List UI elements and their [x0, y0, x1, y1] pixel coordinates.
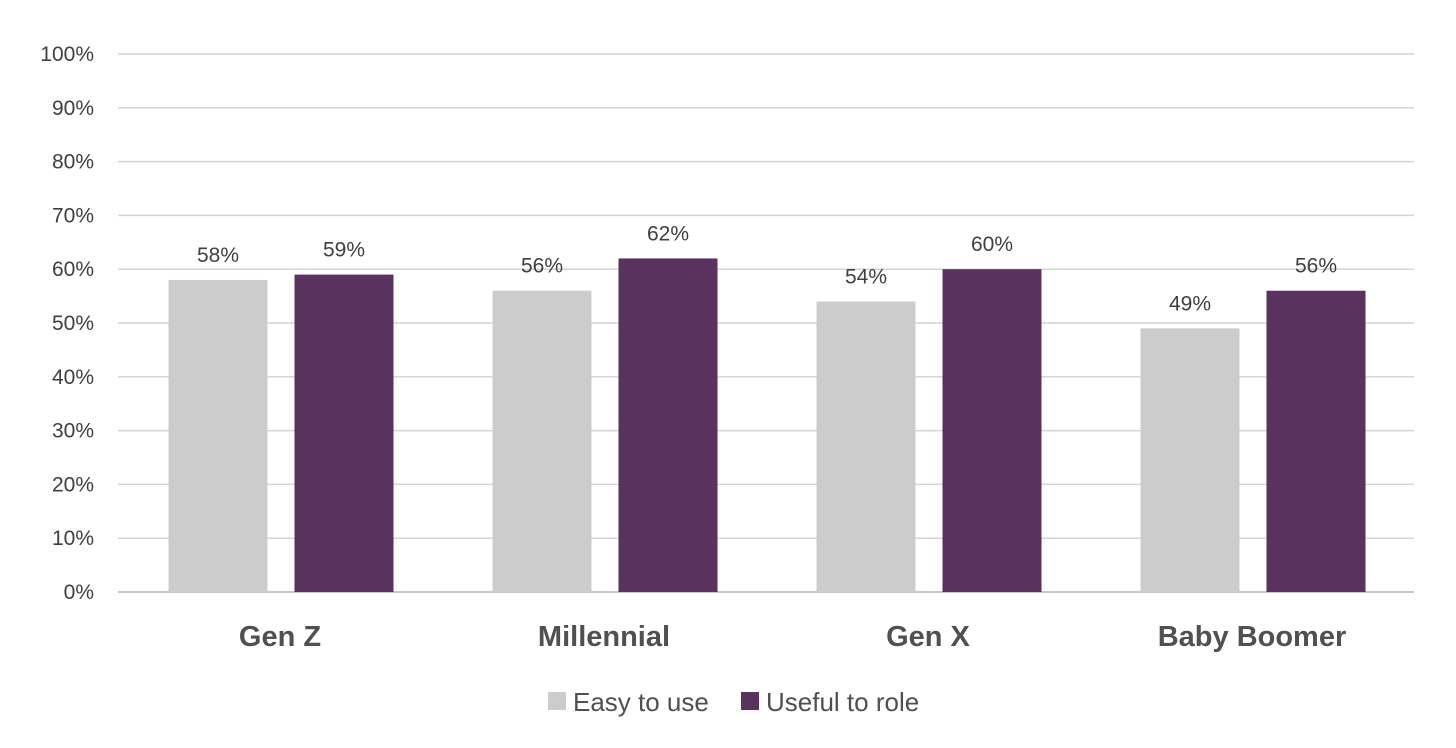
data-label: 59% [323, 239, 365, 262]
legend: Easy to use Useful to role [548, 687, 919, 717]
bars [168, 258, 1366, 592]
y-tick-label: 0% [64, 581, 94, 604]
y-tick-label: 40% [52, 366, 94, 389]
y-tick-label: 60% [52, 258, 94, 281]
y-axis-ticks: 0% 10% 20% 30% 40% 50% 60% 70% 80% 90% 100% [40, 43, 94, 604]
data-label: 54% [845, 265, 887, 288]
data-label: 49% [1169, 292, 1211, 315]
x-axis-categories: Gen Z Millennial Gen X Baby Boomer [239, 621, 1346, 653]
data-label: 56% [521, 255, 563, 278]
y-tick-label: 80% [52, 151, 94, 174]
data-label: 60% [971, 233, 1013, 256]
category-label: Millennial [538, 621, 670, 653]
y-tick-label: 20% [52, 473, 94, 496]
legend-label: Useful to role [766, 687, 919, 717]
y-tick-label: 50% [52, 312, 94, 335]
bar-easy-to-use [1140, 328, 1240, 592]
y-tick-label: 100% [40, 43, 94, 66]
category-label: Baby Boomer [1158, 621, 1347, 653]
data-labels: 58% 59% 56% 62% 54% 60% 49% 56% [197, 222, 1337, 315]
category-label: Gen X [886, 621, 970, 653]
data-label: 62% [647, 222, 689, 245]
bar-useful-to-role [294, 274, 394, 592]
y-tick-label: 70% [52, 204, 94, 227]
legend-swatch [548, 692, 566, 710]
data-label: 56% [1295, 255, 1337, 278]
y-tick-label: 30% [52, 420, 94, 443]
legend-label: Easy to use [573, 687, 709, 717]
category-label: Gen Z [239, 621, 321, 653]
y-tick-label: 10% [52, 527, 94, 550]
bar-easy-to-use [492, 290, 592, 592]
bar-easy-to-use [816, 301, 916, 592]
data-label: 58% [197, 244, 239, 267]
legend-swatch [741, 692, 759, 710]
bar-useful-to-role [1266, 290, 1366, 592]
bar-useful-to-role [618, 258, 718, 592]
y-tick-label: 90% [52, 97, 94, 120]
bar-useful-to-role [942, 269, 1042, 592]
bar-easy-to-use [168, 279, 268, 592]
